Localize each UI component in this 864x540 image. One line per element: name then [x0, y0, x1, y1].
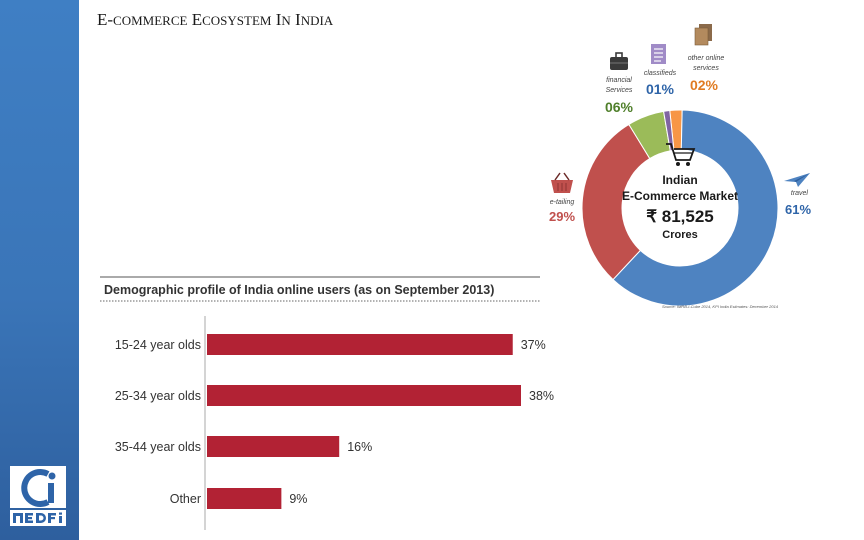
donut-slice-travel	[612, 109, 779, 307]
bar-category-label: 35-44 year olds	[115, 440, 201, 454]
slice-name-other-1: other online	[688, 55, 725, 62]
slice-label-other: 02%	[690, 77, 719, 93]
bar-group: 15-24 year olds 37% 25-34 year olds 38% 35-4…	[115, 334, 554, 509]
nedfi-logo	[10, 466, 66, 526]
basket-icon	[551, 172, 573, 193]
slice-name-financial-2: Services	[606, 87, 633, 94]
document-list-icon	[651, 44, 666, 64]
center-line-1: Indian	[662, 173, 697, 187]
bar-category-label: 15-24 year olds	[115, 338, 201, 352]
slice-label-classifieds: 01%	[646, 81, 675, 97]
briefcase-icon	[610, 52, 628, 70]
bar	[207, 488, 282, 509]
bar	[207, 334, 513, 355]
bar-value-label: 9%	[289, 492, 307, 506]
sidebar-band	[0, 0, 79, 540]
slice-label-etailing: 29%	[549, 209, 575, 224]
center-line-4: Crores	[662, 229, 697, 241]
donut-slice-classifieds	[663, 109, 675, 152]
bar	[207, 385, 521, 406]
slice-name-travel: travel	[791, 190, 809, 197]
documents-icon	[694, 24, 712, 46]
slide-title: E-COMMERCE ECOSYSTEM IN INDIA	[97, 10, 334, 29]
center-amount: ₹ 81,525	[646, 207, 714, 226]
slice-name-etailing: e-tailing	[550, 199, 575, 206]
slice-name-financial-1: financial	[606, 77, 632, 84]
slice-label-travel: 61%	[785, 202, 811, 217]
airplane-icon	[784, 173, 810, 187]
bar-category-label: 25-34 year olds	[115, 389, 201, 403]
slice-name-classifieds: classifieds	[644, 70, 677, 77]
bar	[207, 436, 340, 457]
chart-source: Source: IMRB-I-Cube 2014, KPI India Esti…	[662, 304, 779, 309]
cart-icon	[666, 143, 696, 166]
bar-chart-title: Demographic profile of India online user…	[104, 283, 494, 297]
bar-category-label: Other	[170, 492, 201, 506]
donut-slices	[581, 109, 779, 307]
bar-value-label: 37%	[521, 338, 546, 352]
slice-name-other-2: services	[693, 65, 719, 72]
donut-slice-e-tailing	[581, 123, 651, 281]
slice-label-financial: 06%	[605, 99, 634, 115]
demographic-bar-chart: Demographic profile of India online user…	[100, 276, 554, 530]
bar-value-label: 38%	[529, 389, 554, 403]
ecommerce-market-donut: Indian E-Commerce Market ₹ 81,525 Crores…	[549, 24, 811, 309]
center-line-2: E-Commerce Market	[622, 189, 738, 203]
bar-value-label: 16%	[347, 440, 372, 454]
